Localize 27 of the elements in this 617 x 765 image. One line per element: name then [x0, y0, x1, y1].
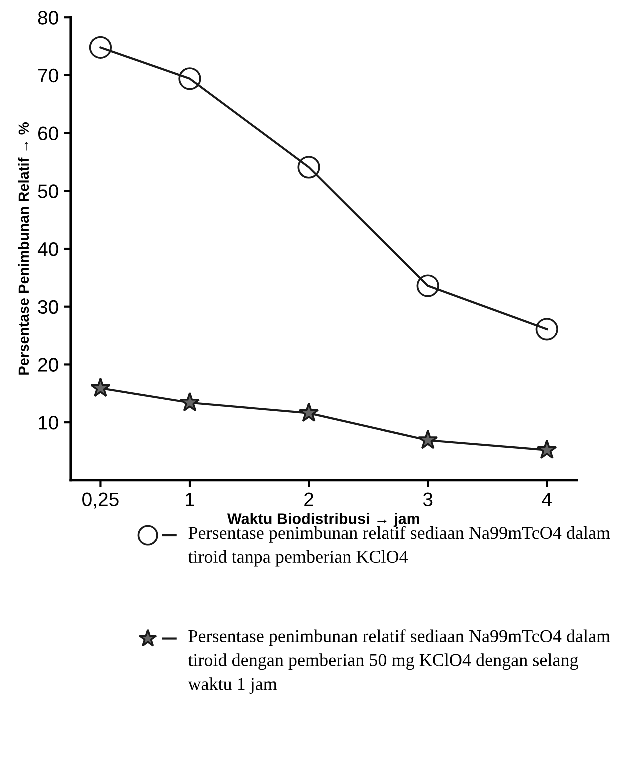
y-tick-label: 70 — [38, 68, 58, 83]
point — [298, 402, 320, 422]
x-axis-title: Waktu Biodistribusi → jam — [227, 513, 420, 528]
point — [178, 68, 202, 90]
x-tick-label: 2 — [304, 492, 314, 506]
y-axis-title: Persentase Penimbunan Relatif → % — [18, 122, 30, 375]
point — [89, 36, 112, 59]
y-tick-label: 40 — [38, 242, 58, 256]
y-tick-label: 60 — [38, 126, 58, 141]
y-tick-label: 30 — [38, 300, 58, 314]
point — [298, 156, 320, 179]
point — [536, 440, 558, 460]
y-tick-label: 10 — [39, 416, 58, 430]
point — [536, 318, 558, 341]
x-tick-label: 4 — [542, 492, 552, 506]
x-tick-label: 3 — [423, 492, 433, 507]
point — [416, 274, 440, 298]
legend-label: Persentase penimbunan relatif sediaan Na99mTcO4 dalam tiroid dengan pemberian 50 mg KClO4 dengan selang waktu 1 jam — [188, 630, 610, 694]
y-tick-label: 20 — [38, 358, 58, 372]
point — [90, 378, 111, 398]
x-tick-label: 1 — [186, 492, 194, 506]
point — [180, 392, 200, 412]
legend-label: Persentase penimbunan relatif sediaan Na99mTcO4 dalam tiroid tanpa pemberian KClO4 — [188, 526, 610, 567]
x-tick-label: 0,25 — [82, 492, 119, 509]
point — [418, 430, 438, 450]
y-tick-label: 50 — [38, 184, 58, 198]
y-tick-label: 80 — [38, 11, 58, 25]
